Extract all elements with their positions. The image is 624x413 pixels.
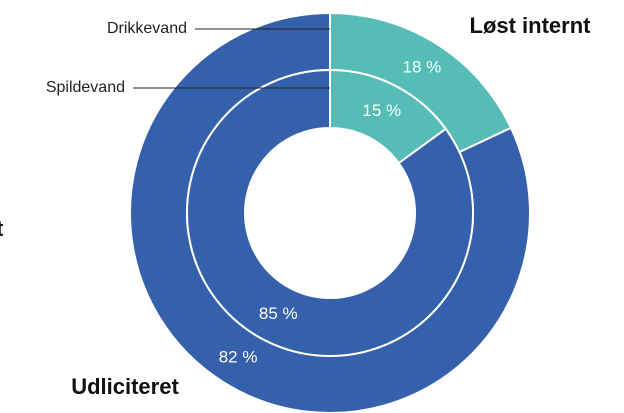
series-label: Spildevand <box>46 79 125 96</box>
value-label: 15 % <box>362 101 401 120</box>
value-label: 18 % <box>403 58 442 77</box>
value-label: 82 % <box>219 347 258 366</box>
annotation: t <box>0 216 4 241</box>
category-label: Løst internt <box>470 13 592 38</box>
category-label: Udliciteret <box>71 374 179 399</box>
pie-slice <box>186 68 474 357</box>
value-label: 85 % <box>259 304 298 323</box>
series-label: Drikkevand <box>107 20 187 37</box>
